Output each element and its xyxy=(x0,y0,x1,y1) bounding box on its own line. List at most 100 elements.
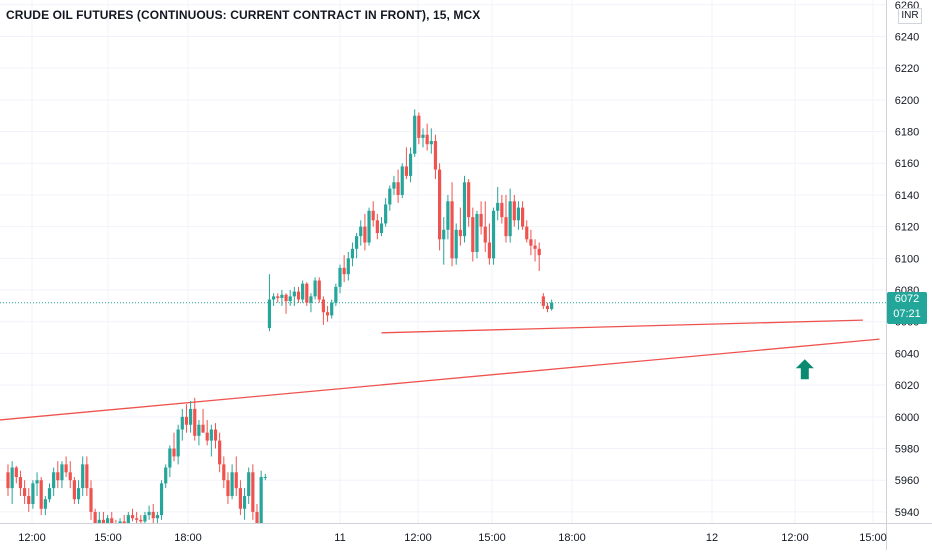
candle-body xyxy=(72,480,76,500)
candle-body xyxy=(143,515,147,522)
candle-body xyxy=(39,480,43,509)
candle-body xyxy=(408,153,413,176)
candle-body xyxy=(205,432,209,441)
candle-body xyxy=(367,210,371,243)
candle-body xyxy=(272,296,276,300)
candle-body xyxy=(512,201,516,221)
candle-body xyxy=(350,248,355,259)
candle-body xyxy=(325,312,330,316)
trend-line xyxy=(381,319,863,334)
candle-body xyxy=(222,464,226,481)
candle-body xyxy=(330,302,334,316)
candle-body xyxy=(259,477,263,528)
candle-body xyxy=(68,472,72,481)
candle-body xyxy=(213,429,218,441)
y-tick-label: 6260 xyxy=(895,0,919,12)
candle-body xyxy=(14,467,18,478)
candle-body xyxy=(197,424,201,436)
candle-body xyxy=(56,472,60,481)
y-tick-label: 6180 xyxy=(895,127,919,139)
candle-body xyxy=(487,242,491,259)
candle-body xyxy=(263,477,267,479)
candle-body xyxy=(159,483,164,516)
candle-body xyxy=(172,448,176,457)
candle-body xyxy=(234,472,238,489)
time-axis-bg xyxy=(0,524,932,550)
chart-title: CRUDE OIL FUTURES (CONTINUOUS: CURRENT C… xyxy=(6,8,481,22)
candle-body xyxy=(346,258,350,275)
candle-body xyxy=(47,488,52,500)
candle-body xyxy=(93,511,97,531)
x-tick-label: 12:00 xyxy=(781,532,809,544)
candle-body xyxy=(508,201,512,237)
x-tick-label: 12:00 xyxy=(18,532,46,544)
y-tick-label: 6240 xyxy=(895,31,919,43)
candle-body xyxy=(417,115,421,138)
candle-body xyxy=(525,226,529,240)
candle-body xyxy=(230,472,234,497)
candle-body xyxy=(317,280,321,300)
candle-body xyxy=(255,511,259,528)
candle-body xyxy=(280,294,284,298)
candle-body xyxy=(379,223,384,233)
candle-body xyxy=(110,518,114,525)
y-tick-label: 6160 xyxy=(895,158,919,170)
candle-body xyxy=(305,283,309,303)
candle-body xyxy=(193,408,197,436)
y-tick-label: 6100 xyxy=(895,253,919,265)
candle-body xyxy=(462,182,467,237)
candle-body xyxy=(6,472,10,489)
candle-body xyxy=(454,229,458,259)
candle-body xyxy=(363,226,367,243)
candle-body xyxy=(147,511,151,516)
candle-body xyxy=(35,480,39,484)
candle-body xyxy=(334,286,338,303)
candle-body xyxy=(27,496,31,504)
currency-label[interactable]: INR xyxy=(898,8,922,24)
candle-body xyxy=(491,210,496,259)
candle-body xyxy=(89,488,93,512)
candle-body xyxy=(355,236,359,249)
candle-body xyxy=(184,416,189,425)
candle-body xyxy=(371,210,375,221)
candle-body xyxy=(238,488,242,509)
candle-body xyxy=(284,294,288,302)
candle-body xyxy=(180,416,184,430)
candle-body xyxy=(533,245,537,249)
candle-body xyxy=(251,472,255,512)
candle-body xyxy=(64,464,68,473)
y-tick-label: 6220 xyxy=(895,63,919,75)
candle-body xyxy=(541,296,545,306)
candle-body xyxy=(151,511,155,519)
candle-body xyxy=(288,296,292,302)
candle-body xyxy=(359,226,363,237)
candle-body xyxy=(421,134,425,138)
candle-body xyxy=(388,188,392,205)
x-tick-label: 15:00 xyxy=(478,532,506,544)
candle-body xyxy=(60,464,64,481)
up-arrow-marker xyxy=(795,359,814,380)
candle-body xyxy=(135,518,139,520)
candle-body xyxy=(413,115,417,154)
candle-body xyxy=(450,201,454,259)
candle-body xyxy=(276,296,280,298)
candle-body xyxy=(375,220,379,233)
trend-line xyxy=(0,338,880,421)
candle-body xyxy=(126,515,130,525)
y-tick-label: 6200 xyxy=(895,95,919,107)
candle-body xyxy=(479,213,483,227)
candle-body xyxy=(10,467,14,489)
candle-body xyxy=(189,408,193,425)
x-tick-label: 12 xyxy=(706,532,718,544)
grid xyxy=(0,0,886,523)
candle-body xyxy=(458,229,462,237)
bar-countdown: 07:21 xyxy=(893,308,921,320)
last-price-tag: 6072 07:21 xyxy=(887,292,927,324)
candle-body xyxy=(400,166,404,195)
y-tick-label: 6000 xyxy=(895,412,919,424)
x-tick-label: 18:00 xyxy=(558,532,586,544)
candle-body xyxy=(292,291,296,297)
candle-body xyxy=(338,267,342,287)
